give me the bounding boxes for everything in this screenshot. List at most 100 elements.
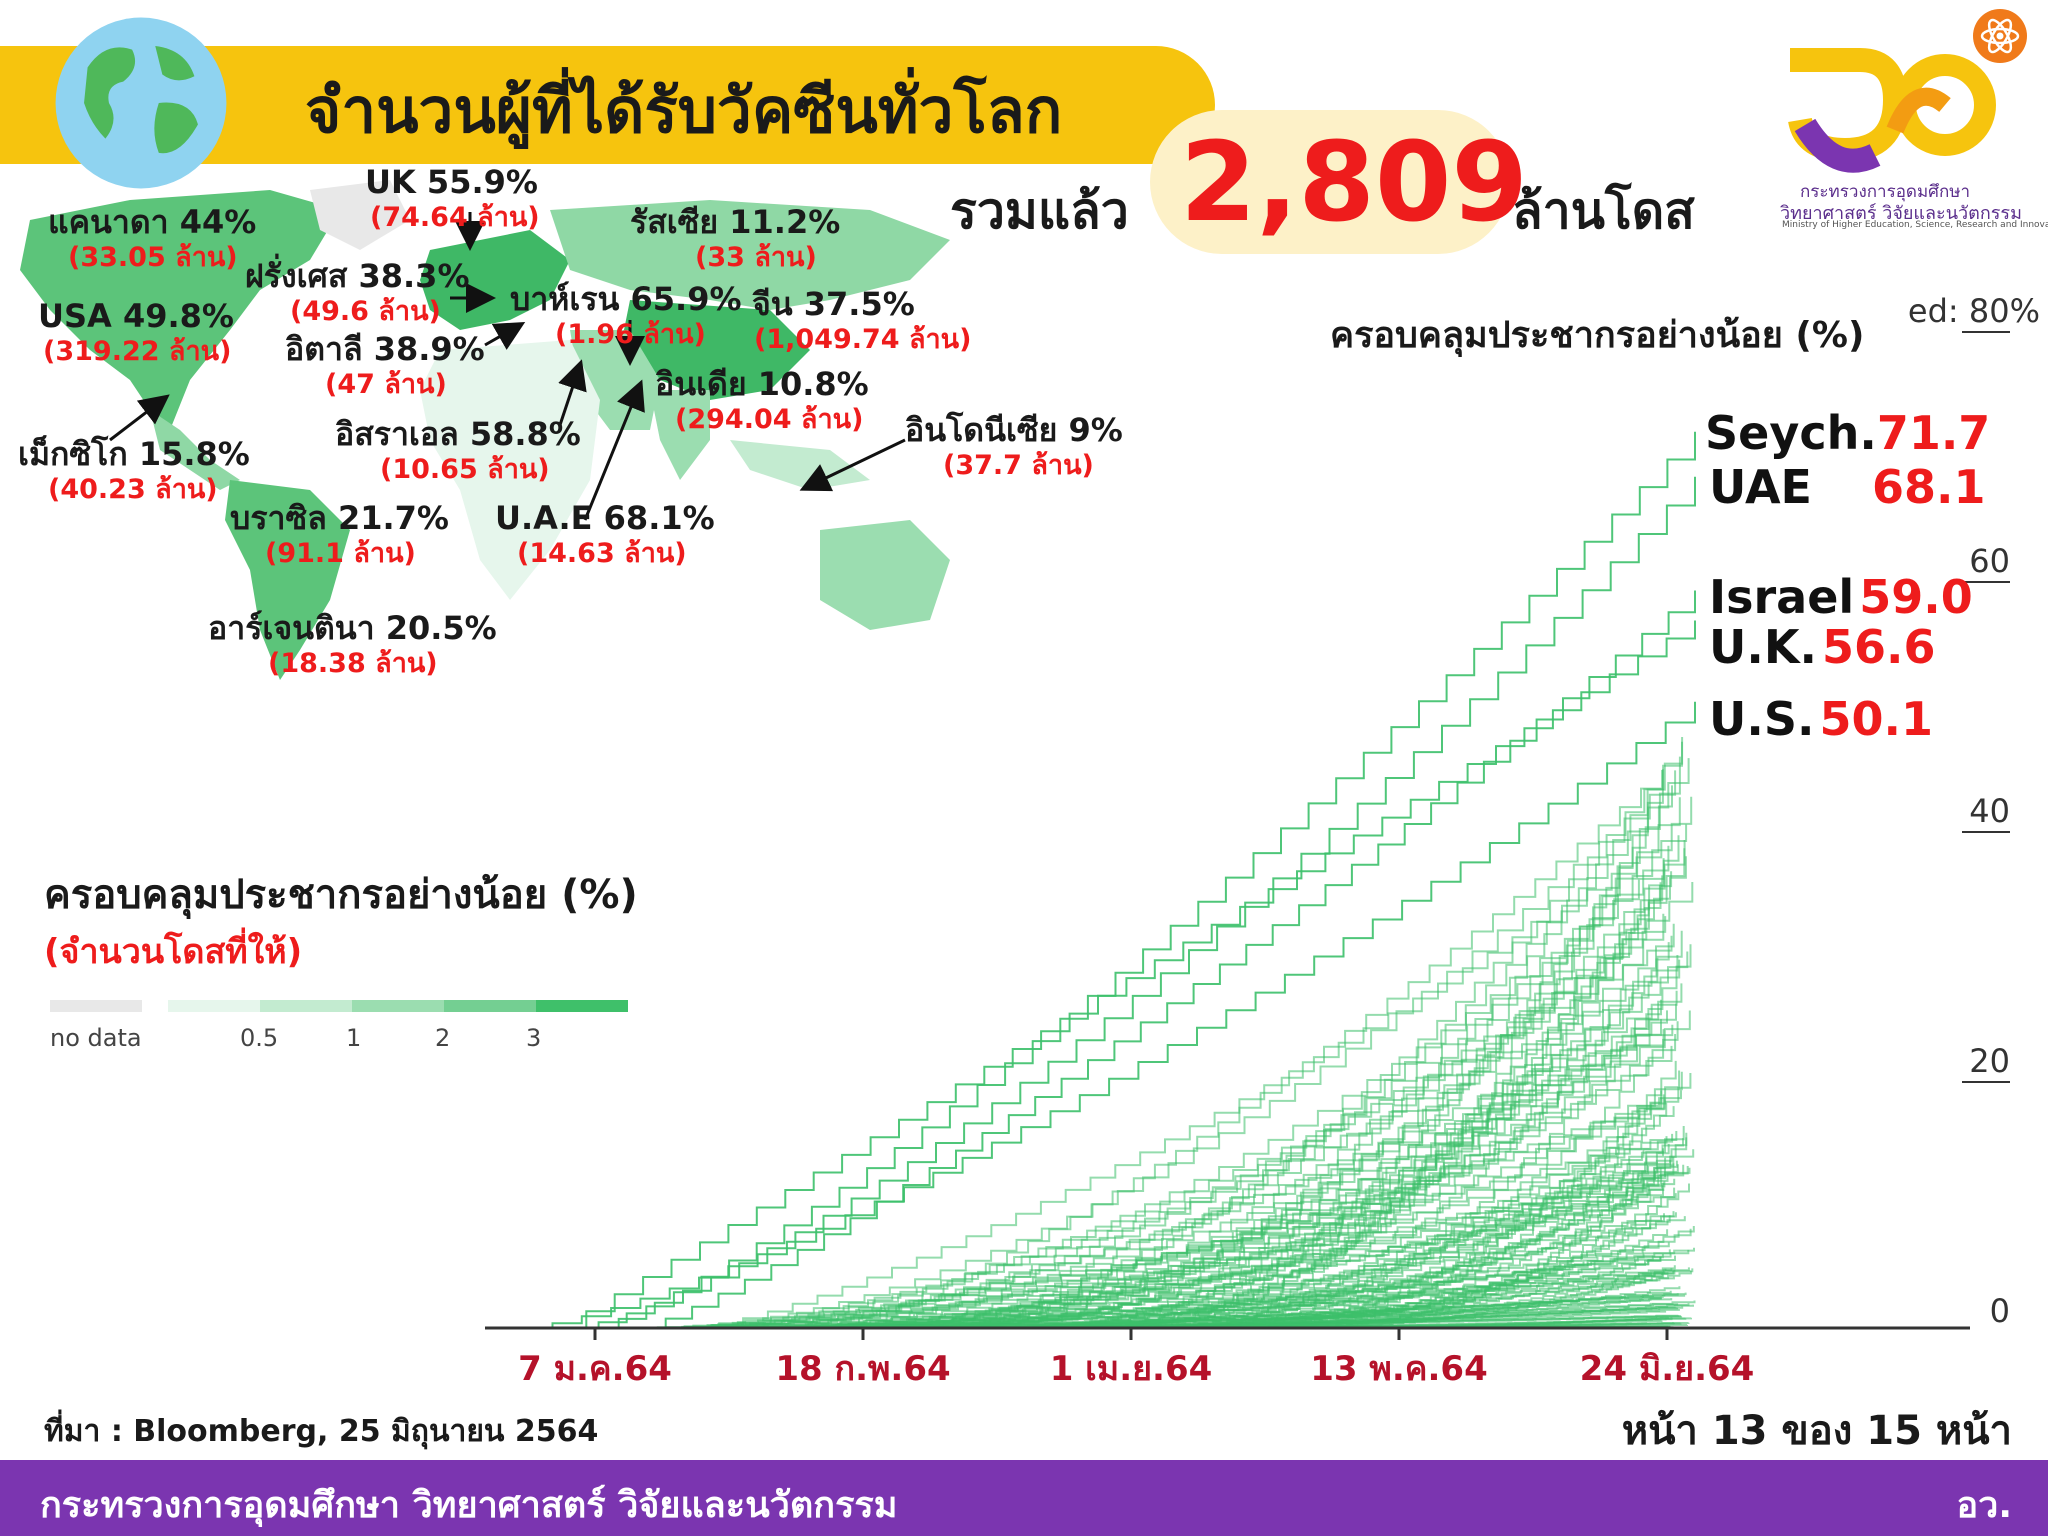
country-doses: (1,049.74 ล้าน): [754, 324, 972, 355]
country-label-italy: อิตาลี 38.9% (47 ล้าน): [285, 333, 485, 398]
logo-ministry-line2: วิทยาศาสตร์ วิจัยและนวัตกรรม: [1780, 203, 2022, 224]
country-label-france: ฝรั่งเศส 38.3% (49.6 ล้าน): [245, 260, 470, 325]
series-line: [485, 983, 1683, 1329]
legend-swatch-step-0: [168, 1000, 260, 1012]
legend-swatch-step-2: [352, 1000, 444, 1012]
country-name: U.A.E 68.1%: [495, 499, 715, 537]
country-doses: (91.1 ล้าน): [265, 538, 416, 569]
callout-uk: U.K. 56.6: [1709, 624, 1936, 670]
series-line: [485, 882, 1694, 1329]
legend-label-no-data: no data: [50, 1024, 142, 1052]
country-name: จีน 37.5%: [752, 285, 915, 323]
total-unit: ล้านโดส: [1512, 182, 1695, 240]
source-note: ที่มา : Bloomberg, 25 มิถุนายน 2564: [44, 1414, 599, 1449]
country-doses: (18.38 ล้าน): [268, 648, 438, 679]
callout-value: 71.7: [1876, 406, 1991, 460]
series-line: [485, 770, 1664, 1329]
callout-name: U.K.: [1709, 620, 1817, 674]
page-title: จำนวนผู้ที่ได้รับวัคซีนทั่วโลก: [305, 74, 1063, 147]
total-pill: [1150, 110, 1510, 254]
series-line-uae: [485, 476, 1696, 1329]
y-tick-label-60: 60: [1969, 542, 2010, 580]
country-name: อินโดนีเซีย 9%: [905, 411, 1123, 449]
y-tick-label-0: 0: [1990, 1292, 2010, 1330]
x-tick-label: 24 มิ.ย.64: [1580, 1349, 1755, 1389]
x-tick-label: 7 ม.ค.64: [518, 1349, 672, 1389]
country-name: USA 49.8%: [38, 297, 234, 335]
country-label-china: จีน 37.5% (1,049.74 ล้าน): [752, 288, 971, 353]
series-line-us: [485, 701, 1696, 1329]
series-line: [485, 858, 1665, 1329]
map-russia: [550, 200, 950, 310]
country-label-brazil: บราซิล 21.7% (91.1 ล้าน): [230, 502, 449, 567]
callout-name: Israel: [1709, 570, 1855, 624]
map-india: [650, 390, 710, 480]
country-doses: (47 ล้าน): [325, 369, 447, 400]
atom-icon: [1973, 9, 2027, 63]
globe-icon: [55, 17, 227, 189]
series-lines: [485, 431, 1696, 1329]
country-label-uae: U.A.E 68.1% (14.63 ล้าน): [495, 502, 715, 567]
legend-swatch-step-4: [536, 1000, 628, 1012]
legend-subtitle: (จำนวนโดสที่ให้): [44, 932, 303, 972]
country-name: อิตาลี 38.9%: [285, 330, 485, 368]
map-europe: [420, 230, 570, 330]
legend-swatch-step-1: [260, 1000, 352, 1012]
callout-value: 68.1: [1871, 460, 1986, 514]
y-tick-label-40: 40: [1969, 792, 2010, 830]
ministry-logo: [1788, 48, 1996, 173]
country-label-russia: รัสเซีย 11.2% (33 ล้าน): [630, 206, 840, 271]
country-name: เม็กซิโก 15.8%: [18, 435, 250, 473]
country-label-canada: แคนาดา 44% (33.05 ล้าน): [48, 206, 256, 271]
callout-uae: UAE 68.1: [1709, 464, 1985, 510]
series-callouts: Seych.71.7 UAE 68.1 Israel 59.0 U.K. 56.6…: [1705, 400, 2035, 780]
y-tick-label-20: 20: [1969, 1042, 2010, 1080]
country-name: บราซิล 21.7%: [230, 499, 449, 537]
footer-bar: [0, 1460, 2048, 1536]
callout-name: U.S.: [1709, 692, 1815, 746]
map-legend: no data 0.5 1 2 3: [50, 1000, 650, 1060]
country-doses: (74.64 ล้าน): [370, 202, 540, 233]
country-name: บาห์เรน 65.9%: [510, 280, 742, 318]
callout-value: 59.0: [1859, 570, 1973, 624]
callout-value: 50.1: [1819, 692, 1934, 746]
country-doses: (1.96 ล้าน): [555, 319, 706, 350]
footer-abbr: อว.: [1956, 1485, 2012, 1526]
country-doses: (33.05 ล้าน): [68, 242, 238, 273]
map-north-america: [20, 190, 340, 430]
country-name: แคนาดา 44%: [48, 203, 257, 241]
country-name: อาร์เจนตินา 20.5%: [208, 609, 497, 647]
legend-label-3: 3: [526, 1024, 542, 1052]
callout-israel: Israel 59.0: [1709, 574, 1973, 620]
country-name: ฝรั่งเศส 38.3%: [245, 257, 470, 295]
country-label-israel: อิสราเอล 58.8% (10.65 ล้าน): [335, 418, 581, 483]
map-central-america: [150, 410, 240, 490]
country-doses: (10.65 ล้าน): [380, 454, 550, 485]
map-greenland: [310, 180, 410, 250]
series-line: [485, 1242, 1670, 1329]
callout-value: 56.6: [1822, 620, 1936, 674]
series-line: [485, 944, 1692, 1329]
country-doses: (49.6 ล้าน): [290, 296, 441, 327]
legend-swatch-no-data: [50, 1000, 142, 1012]
country-label-usa: USA 49.8% (319.22 ล้าน): [38, 300, 234, 365]
total-label: รวมแล้ว: [950, 182, 1129, 240]
map-africa: [420, 340, 600, 600]
country-label-india: อินเดีย 10.8% (294.04 ล้าน): [655, 368, 869, 433]
callout-seychelles: Seych.71.7: [1705, 410, 1990, 456]
country-label-bahrain: บาห์เรน 65.9% (1.96 ล้าน): [510, 283, 742, 348]
series-line: [485, 999, 1662, 1329]
country-label-indonesia: อินโดนีเซีย 9% (37.7 ล้าน): [905, 414, 1123, 479]
country-doses: (40.23 ล้าน): [48, 474, 218, 505]
x-tick-label: 18 ก.พ.64: [775, 1349, 950, 1389]
country-doses: (319.22 ล้าน): [43, 336, 232, 367]
series-line: [485, 1045, 1673, 1329]
legend-title: ครอบคลุมประชากรอย่างน้อย (%): [44, 872, 638, 918]
country-name: รัสเซีย 11.2%: [630, 203, 841, 241]
series-line-uk: [485, 620, 1696, 1329]
legend-label-2: 2: [435, 1024, 451, 1052]
callout-name: UAE: [1709, 460, 1812, 514]
footer-ministry: กระทรวงการอุดมศึกษา วิทยาศาสตร์ วิจัยและ…: [40, 1485, 898, 1526]
country-name: อิสราเอล 58.8%: [335, 415, 581, 453]
